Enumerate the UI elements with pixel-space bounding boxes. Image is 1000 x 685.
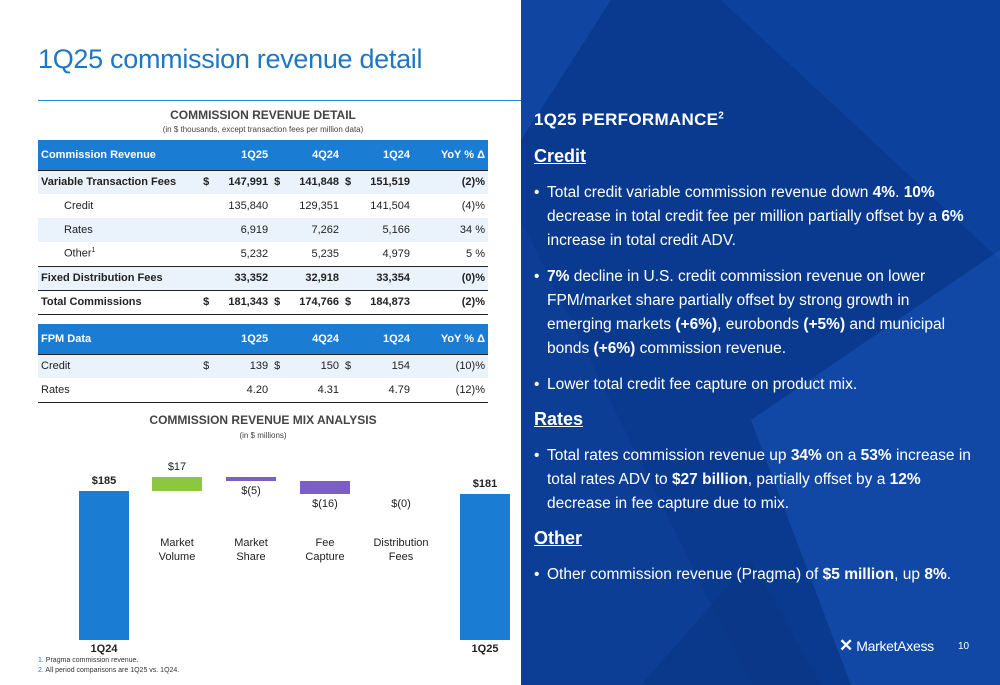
header-cell: 1Q24 [356, 140, 413, 170]
header-cell: 1Q24 [356, 324, 413, 354]
footnote: 1. Pragma commission revenue. [38, 657, 139, 664]
header-cell: Commission Revenue [38, 140, 201, 170]
other-heading: Other [534, 528, 583, 548]
waterfall-value-label: $17 [167, 461, 187, 474]
title-divider [38, 100, 523, 101]
header-cell: FPM Data [38, 324, 201, 354]
header-cell: 1Q25 [214, 140, 272, 170]
footnote: 2. All period comparisons are 1Q25 vs. 1… [38, 667, 180, 674]
row-label: Rates [38, 218, 201, 242]
waterfall-value-label: $185 [91, 475, 117, 488]
table-row: Credit $139 $150 $154 (10)% [38, 353, 488, 378]
waterfall-category-label: Market Share [234, 537, 268, 563]
waterfall-category-label: Fee Capture [305, 537, 345, 563]
row-label: Total Commissions [38, 289, 201, 315]
waterfall-category-label: 1Q25 [471, 643, 499, 655]
header-cell: YoY % Δ [412, 140, 488, 170]
performance-content: 1Q25 PERFORMANCE2 Credit Total credit va… [534, 110, 974, 599]
table-header-row: Commission Revenue 1Q25 4Q24 1Q24 YoY % … [38, 140, 488, 170]
waterfall-value-label: $(0) [391, 498, 411, 511]
table-row: Credit 135,840 129,351 141,504 (4)% [38, 194, 488, 218]
table-row: Fixed Distribution Fees 33,352 32,918 33… [38, 265, 488, 290]
waterfall-category-label: 1Q24 [90, 643, 118, 655]
waterfall-category-label: Distribution Fees [373, 537, 429, 563]
row-label: Credit [38, 353, 201, 378]
waterfall-bar-5 [460, 494, 510, 640]
waterfall-value-label: $(5) [241, 485, 261, 498]
page-number: 10 [958, 641, 970, 652]
table-row: Variable Transaction Fees $147,991 $141,… [38, 169, 488, 194]
table-row: Other1 5,232 5,235 4,979 5 % [38, 242, 488, 266]
page-title: 1Q25 commission revenue detail [38, 44, 423, 74]
table-row: Total Commissions $181,343 $174,766 $184… [38, 289, 488, 315]
mix-chart-subheading: (in $ millions) [239, 431, 287, 440]
fpm-data-table: FPM Data 1Q25 4Q24 1Q24 YoY % Δ Credit $… [38, 324, 488, 403]
performance-panel: 1Q25 PERFORMANCE2 Credit Total credit va… [521, 0, 1000, 685]
header-cell: YoY % Δ [412, 324, 488, 354]
credit-bullet-2: 7% decline in U.S. credit commission rev… [534, 265, 974, 361]
waterfall-bar-2 [226, 477, 276, 482]
credit-heading: Credit [534, 146, 587, 166]
marketaxess-logo: ✕ MarketAxess [839, 636, 934, 655]
commission-revenue-table: Commission Revenue 1Q25 4Q24 1Q24 YoY % … [38, 140, 488, 315]
marketaxess-x-icon: ✕ [839, 636, 854, 655]
header-cell: 4Q24 [285, 140, 343, 170]
table-row: Rates 6,919 7,262 5,166 34 % [38, 218, 488, 242]
rates-heading: Rates [534, 409, 584, 429]
footnotes: 1. Pragma commission revenue. 2. All per… [38, 656, 179, 676]
commission-table-subheading: (in $ thousands, except transaction fees… [162, 125, 364, 134]
other-bullet: Other commission revenue (Pragma) of $5 … [534, 563, 974, 587]
waterfall-category-label: Market Volume [158, 537, 196, 563]
rates-bullet: Total rates commission revenue up 34% on… [534, 444, 974, 516]
credit-bullet-1: Total credit variable commission revenue… [534, 181, 974, 253]
waterfall-value-label: $181 [472, 478, 498, 491]
row-label: Fixed Distribution Fees [38, 265, 201, 290]
mix-chart-heading: COMMISSION REVENUE MIX ANALYSIS [149, 413, 377, 427]
row-label: Credit [64, 200, 94, 212]
waterfall-bar-1 [152, 477, 202, 492]
commission-table-heading: COMMISSION REVENUE DETAIL [170, 108, 356, 122]
performance-heading: 1Q25 PERFORMANCE2 [534, 110, 725, 129]
commission-mix-waterfall-chart: $185 1Q24 $17 Market Volume $(5) Market Share $(… [38, 450, 510, 660]
table-header-row: FPM Data 1Q25 4Q24 1Q24 YoY % Δ [38, 324, 488, 354]
table-row: Rates 4.20 4.31 4.79 (12)% [38, 378, 488, 403]
waterfall-bar-0 [79, 491, 129, 640]
row-label: Variable Transaction Fees [38, 169, 201, 194]
credit-bullet-3: Lower total credit fee capture on produc… [534, 373, 974, 397]
row-label: Other1 [64, 247, 96, 261]
header-cell: 1Q25 [214, 324, 272, 354]
waterfall-value-label: $(16) [312, 498, 338, 511]
row-label: Rates [38, 378, 201, 403]
waterfall-bar-3 [300, 481, 350, 495]
header-cell: 4Q24 [285, 324, 343, 354]
